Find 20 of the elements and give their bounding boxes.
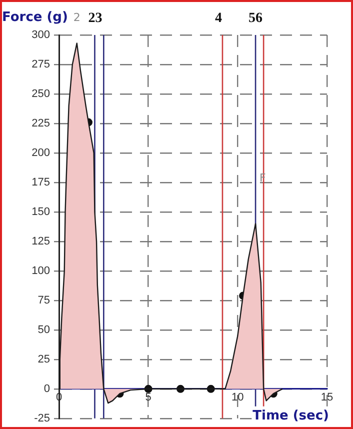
- text: 23: [88, 11, 102, 26]
- y-tick-label: 50: [38, 324, 50, 336]
- y-tick-label: 275: [32, 58, 50, 71]
- y-tick-label: 200: [32, 147, 50, 159]
- y-tick-label: 75: [38, 294, 50, 306]
- annotation: 2: [73, 11, 80, 24]
- y-tick-label: 25: [38, 353, 50, 366]
- text: 56: [248, 11, 263, 26]
- y-axis-title: Force (g): [2, 10, 68, 25]
- y-tick-label: 0: [44, 382, 50, 395]
- y-tick-label: 150: [32, 206, 50, 218]
- text: 4: [214, 11, 222, 26]
- y-tick-label: 125: [32, 235, 50, 248]
- y-tick-label: 100: [32, 264, 50, 277]
- y-tick-label: -25: [34, 412, 50, 424]
- x-axis-title: Time (sec): [252, 408, 329, 424]
- y-tick-label: 225: [32, 118, 50, 130]
- y-tick-label: 175: [32, 176, 50, 188]
- y-tick-label: 300: [32, 29, 50, 42]
- y-tick-label: 250: [32, 88, 50, 100]
